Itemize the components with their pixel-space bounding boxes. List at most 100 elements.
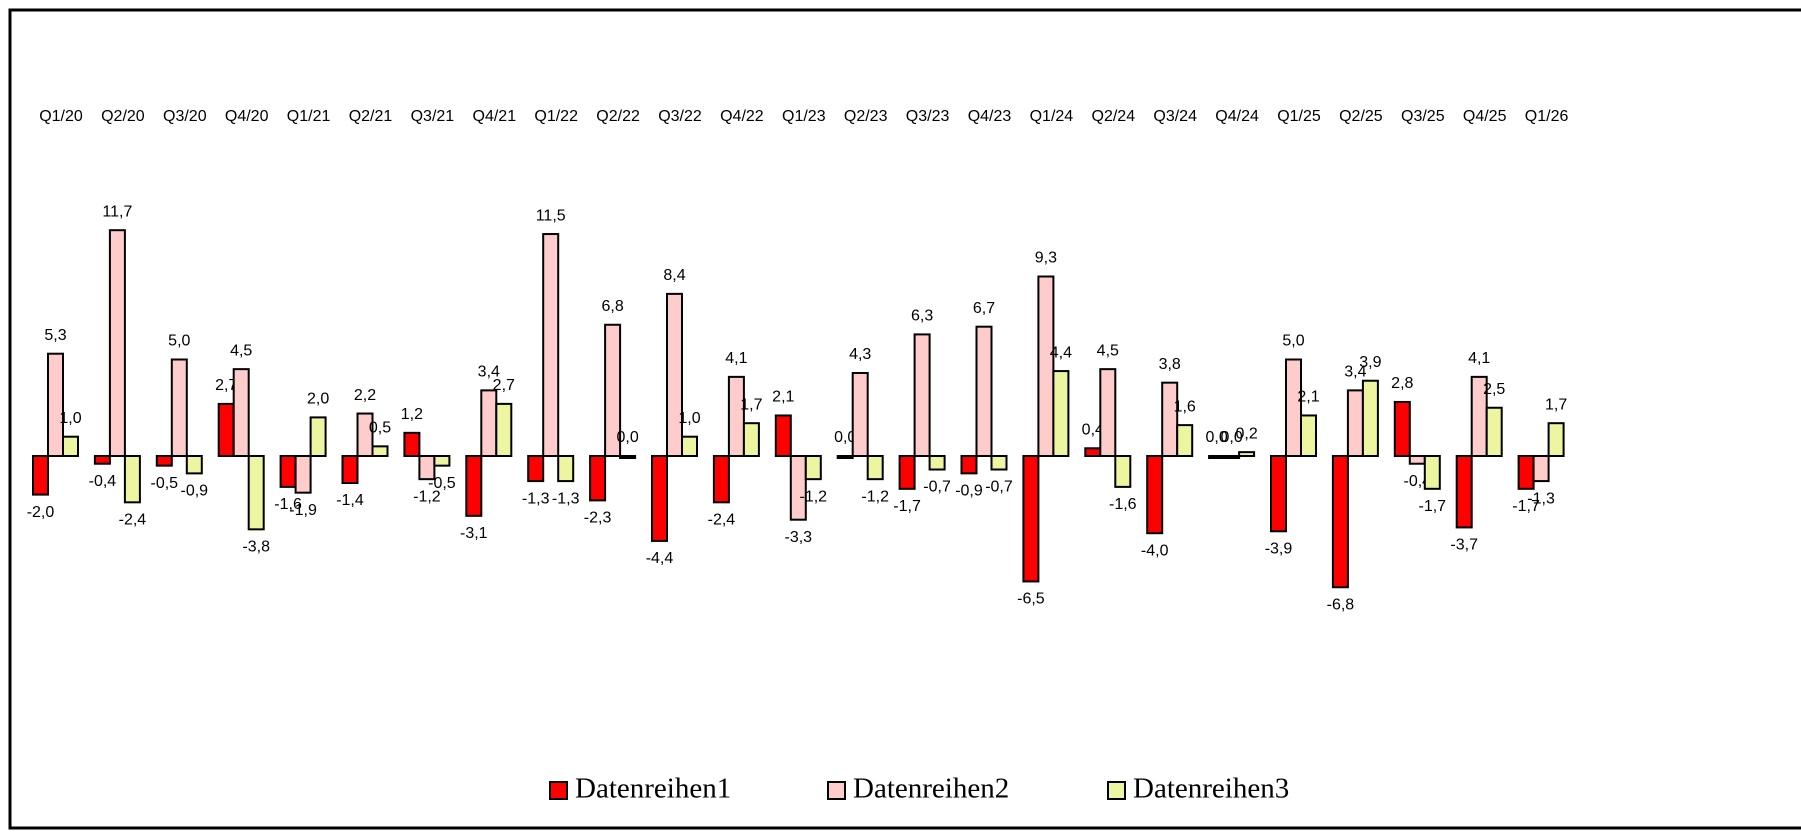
bar [866,455,884,481]
data-label: 3,8 [1159,356,1181,373]
x-tick-label: Q3/24 [1153,108,1197,125]
bar [1361,379,1379,458]
data-label: -3,1 [460,525,488,542]
x-tick-label: Q2/25 [1339,108,1383,125]
data-label: -0,7 [923,479,951,496]
data-label: 2,1 [772,389,794,406]
legend-swatch [549,781,568,800]
data-label: 5,3 [44,327,66,344]
data-label: -2,4 [119,512,147,529]
x-tick-label: Q4/20 [225,108,269,125]
bar [804,455,822,481]
data-label: 0,4 [1082,421,1104,438]
bar [712,455,730,504]
data-label: -2,3 [584,510,612,527]
bar [666,292,683,457]
data-label: 1,0 [59,410,81,427]
data-label: -3,3 [785,529,813,546]
bar [170,358,188,457]
bar [836,455,854,459]
bar [1176,424,1194,457]
bar [960,455,978,475]
data-label: -1,7 [1419,498,1447,515]
bar [1208,455,1226,459]
data-label: 2,8 [1391,375,1413,392]
bar [294,455,312,494]
data-label: 1,6 [1174,398,1196,415]
data-label: 3,4 [478,364,500,381]
data-label: -0,5 [428,475,456,492]
bar [727,375,745,457]
bar [62,435,79,458]
data-label: -1,3 [552,490,580,507]
chart-frame [8,8,1801,830]
bar [1022,455,1040,583]
data-label: -3,9 [1265,540,1293,557]
bar [341,455,359,485]
bar [1114,455,1132,488]
bar [108,229,126,457]
legend-label: Datenreihen2 [853,773,1009,805]
data-label: 1,7 [740,396,762,413]
x-tick-label: Q4/23 [968,108,1012,125]
data-label: 1,0 [678,410,700,427]
data-label: -1,7 [893,498,921,515]
bar [217,402,235,458]
data-label: 2,1 [1297,389,1319,406]
x-tick-label: Q1/20 [39,108,83,125]
data-label: 2,7 [215,377,237,394]
x-tick-label: Q1/21 [287,108,331,125]
data-label: -1,2 [861,488,889,505]
bar [898,455,916,490]
bar [1300,414,1317,457]
data-label: -0,7 [985,479,1013,496]
bar [155,455,173,467]
data-label: -4,0 [1141,542,1169,559]
bar [913,333,931,457]
data-label: 6,8 [601,298,623,315]
bar [279,455,297,488]
data-label: -4,4 [646,550,674,567]
bar [789,455,807,521]
bar [93,455,111,465]
x-tick-label: Q2/20 [101,108,145,125]
data-label: 2,5 [1483,381,1505,398]
bar [123,455,141,504]
data-label: 4,3 [849,346,871,363]
data-label: 5,0 [1282,333,1304,350]
data-label: 9,3 [1035,250,1057,267]
bar [1331,455,1349,589]
data-label: 2,2 [354,387,376,404]
data-label: 6,3 [911,308,933,325]
data-label: -6,5 [1017,591,1045,608]
bar [774,414,792,457]
data-label: -3,8 [242,539,270,556]
bar [742,422,760,458]
legend-label: Datenreihen1 [575,773,731,805]
data-label: -0,4 [89,473,117,490]
bar [309,416,327,457]
bar [1532,455,1550,483]
bar [356,412,374,458]
data-label: 0,0 [616,429,638,446]
bar [1270,455,1287,533]
bar [1285,358,1302,457]
bar [1223,455,1241,459]
bar [185,455,203,475]
x-tick-label: Q4/24 [1215,108,1259,125]
data-label: -2,0 [27,504,55,521]
x-tick-label: Q3/22 [658,108,702,125]
bar [928,455,946,471]
data-label: 4,4 [1050,344,1072,361]
data-label: -0,9 [955,483,983,500]
bar [1037,275,1055,458]
data-label: 4,1 [725,350,747,367]
data-label: -1,2 [413,488,441,505]
data-label: 11,7 [102,203,132,220]
data-label: 2,7 [493,377,515,394]
data-label: -1,9 [289,502,317,519]
x-tick-label: Q4/25 [1463,108,1507,125]
data-label: 4,5 [1097,342,1119,359]
data-label: 8,4 [663,267,685,284]
